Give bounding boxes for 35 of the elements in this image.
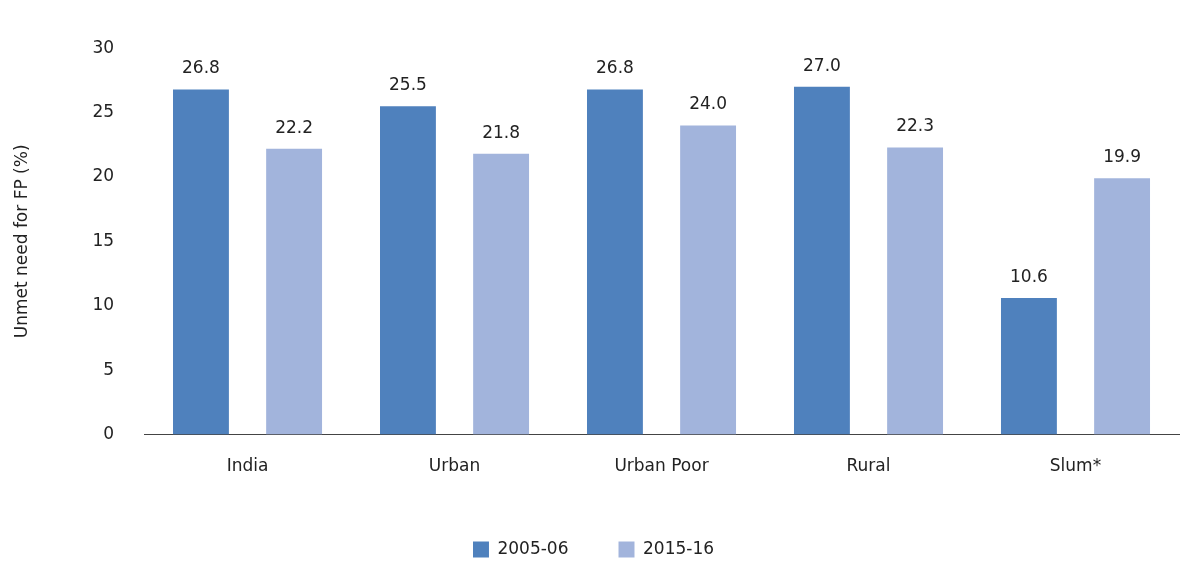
data-label: 25.5 <box>389 74 427 95</box>
data-label: 19.9 <box>1103 146 1142 167</box>
data-label: 10.6 <box>1010 265 1048 286</box>
y-tick-label: 10 <box>92 294 115 315</box>
data-label: 27.0 <box>803 54 841 75</box>
x-tick-label: Slum* <box>1049 455 1102 476</box>
data-label: 26.8 <box>596 57 634 78</box>
y-tick-label: 30 <box>92 36 115 57</box>
x-tick-label: Urban Poor <box>614 455 709 476</box>
bar <box>793 86 850 435</box>
bar <box>173 89 229 435</box>
bar <box>1000 298 1057 435</box>
data-label: 26.8 <box>182 57 220 78</box>
bar <box>587 89 643 435</box>
y-tick-label: 0 <box>103 423 115 444</box>
y-tick-label: 15 <box>92 229 115 250</box>
bar <box>473 153 530 435</box>
bar <box>680 125 737 435</box>
x-tick-label: Rural <box>846 455 891 476</box>
bar <box>887 147 944 435</box>
x-tick-label: India <box>226 455 269 476</box>
y-tick-label: 5 <box>103 358 115 379</box>
legend-label: 2005-06 <box>497 537 569 558</box>
data-label: 24.0 <box>689 93 728 114</box>
y-tick-label: 20 <box>92 165 115 186</box>
y-tick-label: 25 <box>92 101 115 122</box>
x-tick-label: Urban <box>428 455 481 476</box>
data-label: 22.2 <box>275 116 314 137</box>
bar <box>266 148 323 435</box>
data-label: 22.3 <box>896 115 935 136</box>
legend-label: 2015-16 <box>643 537 715 558</box>
y-axis-title: Unmet need for FP (%) <box>10 144 31 339</box>
bar <box>380 106 436 435</box>
data-label: 21.8 <box>482 121 521 142</box>
bar <box>1094 178 1151 435</box>
